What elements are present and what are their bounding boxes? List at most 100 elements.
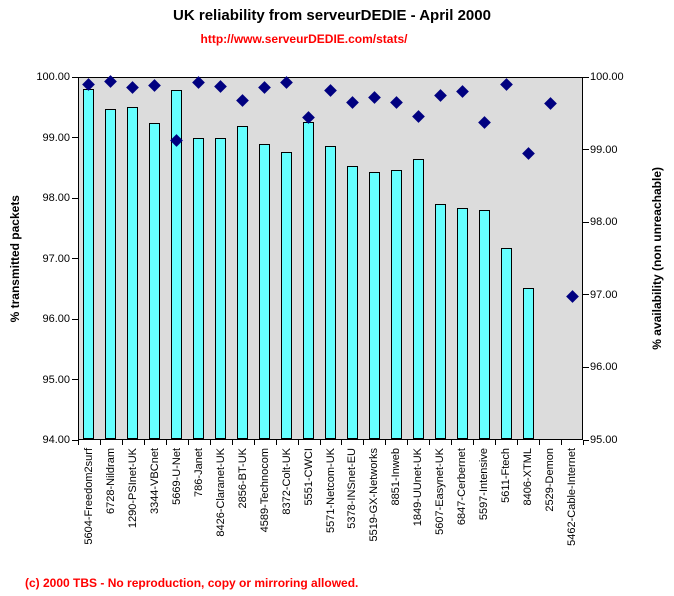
x-axis-label: 5669-U-Net	[169, 448, 185, 574]
x-axis-tick	[495, 440, 497, 445]
right-axis-tick	[583, 149, 589, 151]
x-axis-tick	[539, 440, 541, 445]
left-axis-tick-label: 100.00	[36, 71, 70, 83]
right-axis-tick	[583, 221, 589, 223]
bar	[390, 170, 402, 439]
x-axis-tick	[385, 440, 387, 445]
left-axis-tick	[72, 137, 78, 138]
right-axis-tick	[583, 439, 589, 441]
x-axis-tick	[451, 440, 453, 445]
right-axis-tick-label: 97.00	[590, 288, 618, 301]
x-axis-label-text: 5378-INSnet-EU	[346, 448, 359, 529]
right-axis-tick-label: 95.00	[590, 434, 618, 446]
left-axis-tick-label: 97.00	[42, 252, 70, 265]
bar	[434, 204, 446, 439]
x-axis-label: 5551-CWCI	[301, 448, 317, 574]
bar	[281, 152, 293, 439]
right-axis-tick-label: 98.00	[590, 216, 618, 229]
bar	[83, 89, 95, 439]
x-axis-label: 1290-PSInet-UK	[125, 448, 141, 574]
right-axis-tick-label: 96.00	[590, 361, 618, 374]
x-axis-label: 8851-Inweb	[388, 448, 404, 574]
x-axis-label-text: 3344-VBCnet	[148, 448, 161, 515]
x-axis-tick	[253, 440, 255, 445]
x-axis-tick	[297, 440, 299, 445]
x-axis-label-text: 8851-Inweb	[390, 448, 403, 506]
x-axis-tick	[209, 440, 211, 445]
x-axis-label-text: 5571-Netcom-UK	[324, 448, 337, 533]
x-axis-tick	[407, 440, 409, 445]
x-axis-label: 5597-Intensive	[476, 448, 492, 574]
bar	[325, 145, 336, 439]
x-axis-label-text: 8406-XTML	[522, 448, 535, 506]
left-axis-tick-label: 94.00	[42, 434, 70, 446]
x-axis-label: 5462-Cable-Internet	[564, 448, 580, 574]
x-axis-label-text: 5607-Easynet-UK	[434, 448, 447, 535]
x-axis-tick	[143, 440, 145, 445]
x-axis-label-text: 5462-Cable-Internet	[566, 448, 579, 546]
x-axis-label-text: 5604-Freedom2surf	[82, 448, 95, 545]
bar	[215, 137, 227, 439]
bar	[500, 248, 512, 439]
x-axis-tick	[429, 440, 431, 445]
x-axis-label-text: 8426-Claranet-UK	[214, 448, 227, 537]
bar	[237, 126, 249, 439]
bar	[412, 159, 424, 439]
left-axis-tick-label: 96.00	[42, 313, 70, 325]
bar	[149, 122, 161, 439]
x-axis-label: 8406-XTML	[520, 448, 536, 574]
x-axis-tick	[78, 440, 79, 445]
bar	[346, 165, 358, 439]
x-axis-label: 5607-Easynet-UK	[432, 448, 448, 574]
x-axis-label-text: 5611-Ftech	[500, 448, 513, 503]
x-axis-tick	[99, 440, 101, 445]
left-axis-title: % transmitted packets	[8, 194, 22, 323]
footer-copyright: (c) 2000 TBS - No reproduction, copy or …	[25, 576, 359, 590]
x-axis-tick	[517, 440, 519, 445]
right-axis-tick-label: 100.00	[590, 71, 624, 83]
x-axis-tick	[473, 440, 475, 445]
x-axis-label: 2529-Demon	[542, 448, 558, 574]
x-axis-tick	[561, 440, 563, 445]
left-axis-tick-label: 95.00	[42, 373, 70, 386]
bar	[368, 171, 380, 439]
x-axis-tick	[341, 440, 343, 445]
right-axis-title: % availability (non unreachable)	[650, 167, 664, 350]
x-axis-tick	[363, 440, 365, 445]
x-axis-label: 5378-INSnet-EU	[344, 448, 360, 574]
x-axis-label: 5571-Netcom-UK	[323, 448, 339, 574]
x-axis-tick	[319, 440, 321, 445]
right-axis-tick	[583, 76, 589, 78]
x-axis-label-text: 1849-UUnet-UK	[412, 448, 425, 527]
left-axis-tick-label: 99.00	[42, 131, 70, 144]
chart-title: UK reliability from serveurDEDIE - April…	[173, 7, 491, 24]
right-axis-tick	[583, 294, 589, 296]
bar	[456, 208, 468, 439]
left-axis-tick-label: 98.00	[42, 192, 70, 204]
right-axis-tick-label: 99.00	[590, 143, 618, 156]
x-axis-label: 2856-BT-UK	[235, 448, 251, 574]
left-axis-tick	[72, 76, 78, 78]
bar	[522, 288, 534, 439]
x-axis-label-text: 4589-Technocom	[258, 448, 271, 533]
x-axis-label: 5519-GX-Networks	[366, 448, 382, 574]
left-axis-tick	[72, 258, 78, 259]
x-axis-label-text: 5551-CWCI	[302, 448, 315, 506]
x-axis-label: 786-Janet	[191, 448, 207, 574]
x-axis-tick	[275, 440, 277, 445]
bar	[259, 143, 271, 439]
x-axis-label: 8372-Colt-UK	[279, 448, 295, 574]
x-axis-label: 1849-UUnet-UK	[410, 448, 426, 574]
right-axis-tick	[583, 366, 589, 368]
x-axis-label-text: 5519-GX-Networks	[368, 448, 381, 542]
x-axis-label: 3344-VBCnet	[147, 448, 163, 574]
x-axis-label-text: 6847-Cerbernet	[456, 448, 469, 526]
bar	[303, 121, 315, 439]
x-axis-tick	[231, 440, 233, 445]
bar	[478, 210, 490, 439]
bar	[193, 138, 205, 439]
x-axis-label-text: 2856-BT-UK	[236, 448, 249, 509]
left-axis-tick	[72, 439, 78, 441]
x-axis-tick	[187, 440, 189, 445]
x-axis-label: 5604-Freedom2surf	[81, 448, 97, 574]
